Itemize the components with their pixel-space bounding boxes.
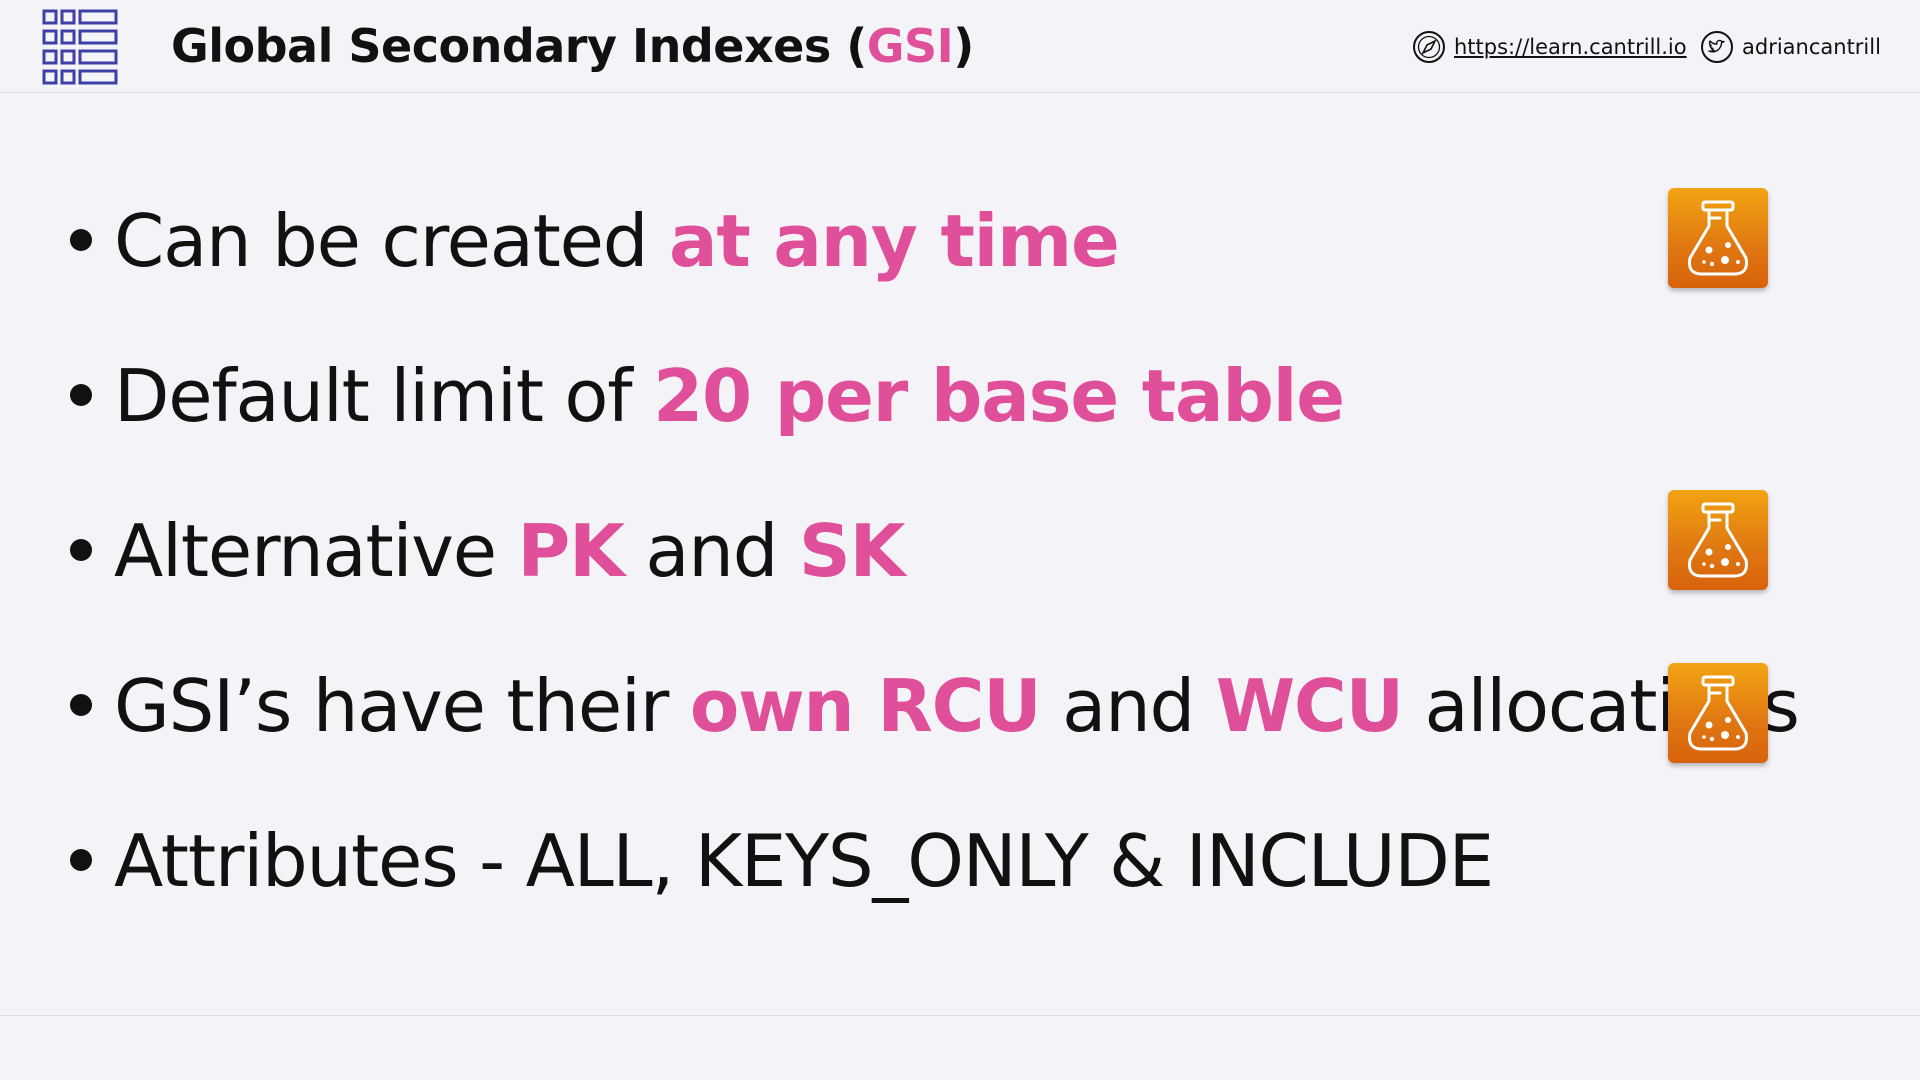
site-link[interactable]: https://learn.cantrill.io: [1412, 28, 1687, 66]
bullet-default-limit: Default limit of 20 per base table: [70, 351, 1345, 441]
bullet-highlight: WCU: [1215, 664, 1404, 748]
bullet-text: and: [623, 509, 799, 593]
bullet-highlight: SK: [798, 509, 905, 593]
slide-title: Global Secondary Indexes (GSI): [171, 17, 974, 75]
bullet-dot: [70, 849, 92, 872]
bullet-highlight: PK: [517, 509, 625, 593]
bullet-alternative-keys: Alternative PK and SK: [70, 506, 905, 596]
bullet-text: Default limit of: [114, 354, 654, 438]
bullet-dot: [70, 384, 92, 407]
bullet-dot: [70, 694, 92, 717]
bullet-highlight: 20 per base table: [653, 354, 1345, 438]
bullet-text: Can be created: [114, 199, 669, 283]
title-close: ): [953, 19, 974, 73]
title-text: Global Secondary Indexes (: [171, 19, 867, 73]
title-accent: GSI: [866, 19, 954, 73]
footer-divider: [0, 1015, 1920, 1016]
lab-flask-icon[interactable]: [1668, 663, 1768, 763]
dynamodb-table-grid-icon: [42, 9, 118, 85]
twitter-bird-icon: [1701, 31, 1733, 63]
bullet-text: Attributes - ALL, KEYS_ONLY & INCLUDE: [114, 819, 1494, 903]
bullet-created-any-time: Can be created at any time: [70, 196, 1120, 286]
lab-flask-glyph: [1688, 200, 1748, 276]
bullet-highlight: at any time: [668, 199, 1120, 283]
bullet-text: GSI’s have their: [114, 664, 690, 748]
bullet-dot: [70, 229, 92, 252]
lab-flask-icon[interactable]: [1668, 188, 1768, 288]
lab-flask-glyph: [1688, 502, 1748, 578]
bullet-highlight: own RCU: [689, 664, 1042, 748]
bullet-text: and: [1040, 664, 1216, 748]
lab-flask-glyph: [1688, 675, 1748, 751]
bullet-own-capacity: GSI’s have their own RCU and WCU allocat…: [70, 661, 1800, 751]
lab-flask-icon[interactable]: [1668, 490, 1768, 590]
twitter-handle-label[interactable]: adriancantrill: [1742, 35, 1881, 59]
site-link-label[interactable]: https://learn.cantrill.io: [1454, 35, 1687, 59]
bullet-attributes: Attributes - ALL, KEYS_ONLY & INCLUDE: [70, 816, 1494, 906]
bullet-text: Alternative: [114, 509, 518, 593]
compass-icon: [1413, 31, 1445, 63]
bullet-dot: [70, 539, 92, 562]
twitter-handle[interactable]: adriancantrill: [1700, 28, 1881, 66]
slide-header: Global Secondary Indexes (GSI) https://l…: [0, 0, 1920, 93]
